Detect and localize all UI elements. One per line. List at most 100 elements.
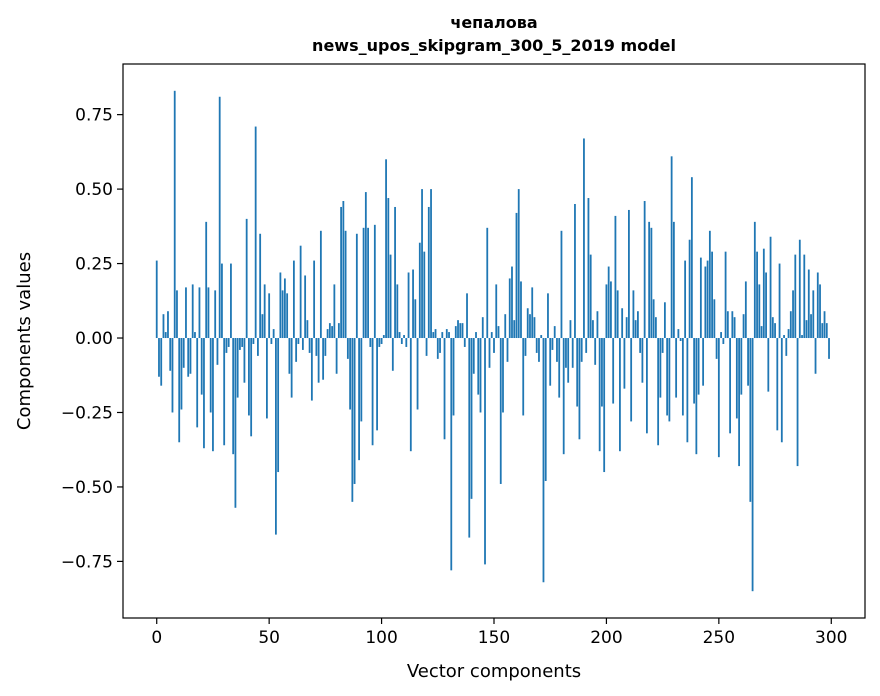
- bar: [439, 338, 441, 353]
- bar: [270, 338, 273, 344]
- bar: [670, 156, 673, 339]
- bar: [681, 338, 684, 416]
- bar: [371, 338, 374, 446]
- bar: [672, 221, 675, 339]
- bar: [742, 314, 745, 339]
- bar: [623, 338, 626, 389]
- bar: [461, 323, 464, 339]
- bar: [614, 215, 617, 339]
- bar: [178, 338, 181, 443]
- y-tick-label: −0.50: [61, 478, 113, 498]
- bar: [416, 338, 419, 410]
- bar: [637, 311, 639, 339]
- bar: [412, 269, 414, 339]
- bar: [322, 338, 325, 380]
- bar: [391, 338, 394, 371]
- bar: [715, 338, 718, 359]
- bar: [517, 189, 520, 339]
- bar: [661, 338, 664, 353]
- bar: [787, 329, 790, 339]
- bar: [592, 320, 594, 339]
- bar: [389, 254, 392, 339]
- x-axis-label: Vector components: [407, 661, 581, 682]
- bar: [663, 302, 666, 339]
- bar: [731, 311, 734, 339]
- x-tick-label: 100: [365, 628, 397, 648]
- bar: [684, 260, 687, 339]
- bar: [425, 338, 428, 356]
- bar: [486, 227, 489, 339]
- bar: [666, 338, 669, 416]
- bar: [717, 338, 720, 458]
- bar: [632, 290, 635, 339]
- bar: [553, 326, 556, 339]
- bar: [382, 335, 385, 339]
- bar: [164, 332, 167, 339]
- bar: [205, 221, 208, 339]
- bar: [182, 338, 185, 368]
- bar: [578, 338, 581, 440]
- bar: [654, 317, 657, 339]
- bar: [180, 338, 183, 410]
- bar: [346, 338, 349, 359]
- bar: [248, 338, 250, 416]
- bar: [693, 338, 696, 404]
- bar: [646, 338, 648, 434]
- bar: [760, 326, 763, 339]
- bar: [477, 338, 480, 395]
- bar: [250, 338, 253, 437]
- bar: [814, 338, 817, 374]
- bar: [589, 254, 592, 339]
- bar: [490, 332, 493, 339]
- bar: [196, 338, 199, 428]
- bar: [279, 272, 282, 339]
- bar: [785, 338, 788, 356]
- bar: [497, 326, 500, 339]
- bar: [259, 233, 262, 339]
- bar: [387, 198, 390, 339]
- bar: [502, 338, 504, 413]
- bar: [443, 338, 446, 440]
- bar: [450, 338, 453, 571]
- bar: [724, 251, 727, 339]
- bar: [463, 338, 466, 347]
- bar: [441, 332, 444, 339]
- bar: [810, 314, 812, 339]
- x-tick-label: 250: [703, 628, 735, 648]
- bar-series: [155, 90, 830, 592]
- bar: [436, 338, 439, 359]
- bar: [722, 338, 725, 344]
- bar: [484, 338, 486, 565]
- bar: [203, 338, 205, 449]
- bar: [744, 281, 747, 339]
- bar: [551, 338, 554, 350]
- bar: [427, 206, 430, 339]
- bar: [828, 338, 830, 359]
- bar: [780, 338, 783, 443]
- bar: [823, 311, 826, 339]
- bar: [378, 338, 381, 347]
- bar: [601, 338, 603, 407]
- bar: [679, 338, 682, 341]
- bar: [319, 230, 322, 339]
- bar: [708, 230, 711, 339]
- bar: [762, 248, 765, 339]
- bar: [324, 338, 327, 356]
- bar: [535, 338, 538, 353]
- bar: [187, 338, 190, 377]
- bar: [268, 293, 271, 339]
- bar: [430, 189, 432, 339]
- bar: [792, 290, 794, 339]
- bar: [515, 212, 518, 339]
- bar: [576, 338, 579, 407]
- bar: [308, 338, 311, 353]
- bar: [349, 338, 351, 410]
- bar: [241, 338, 244, 347]
- bar: [740, 338, 743, 395]
- bar: [266, 338, 268, 419]
- bar: [400, 338, 403, 344]
- x-tick-label: 0: [151, 628, 162, 648]
- bar: [277, 338, 280, 473]
- bar: [560, 230, 563, 339]
- bar: [648, 221, 651, 339]
